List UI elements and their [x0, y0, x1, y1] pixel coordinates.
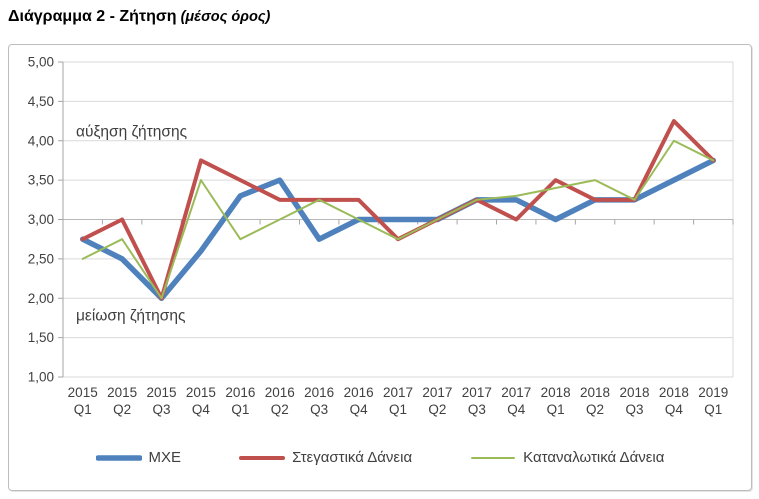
x-axis-label-quarter: Q2	[271, 402, 289, 417]
x-axis-label-quarter: Q3	[310, 402, 328, 417]
x-axis-label-year: 2016	[225, 385, 255, 400]
x-axis-label-quarter: Q1	[389, 402, 407, 417]
page-title: Διάγραμμα 2 - Ζήτηση (μέσος όρος)	[8, 8, 270, 26]
y-axis-label: 4,50	[28, 94, 54, 109]
x-axis-label-quarter: Q3	[625, 402, 643, 417]
chart-legend: ΜΧΕ Στεγαστικά Δάνεια Καταναλωτικά Δάνει…	[9, 449, 751, 466]
legend-line-swatch-icon	[471, 456, 516, 459]
y-axis-label: 3,00	[28, 212, 54, 227]
legend-item-stegastika: Στεγαστικά Δάνεια	[239, 449, 412, 466]
x-axis-label-year: 2015	[186, 385, 216, 400]
legend-label: ΜΧΕ	[148, 449, 182, 466]
legend-item-katanalotika: Καταναλωτικά Δάνεια	[470, 449, 664, 466]
y-axis-label: 2,50	[28, 251, 54, 266]
x-axis-label-year: 2016	[344, 385, 374, 400]
x-axis-label-year: 2018	[580, 385, 610, 400]
y-axis-label: 3,50	[28, 173, 54, 188]
x-axis-label-quarter: Q3	[153, 402, 171, 417]
x-axis-label-year: 2017	[462, 385, 492, 400]
x-axis-label-year: 2015	[68, 385, 98, 400]
x-axis-label-year: 2018	[659, 385, 689, 400]
x-axis-label-quarter: Q4	[192, 402, 211, 417]
plot-annotation: μείωση ζήτησης	[76, 308, 185, 325]
page-title-subtitle: (μέσος όρος)	[180, 9, 271, 25]
x-axis-label-year: 2019	[698, 385, 728, 400]
x-axis-label-quarter: Q1	[231, 402, 249, 417]
x-axis-label-year: 2018	[541, 385, 571, 400]
x-axis-label-quarter: Q1	[547, 402, 565, 417]
y-axis-label: 5,00	[28, 55, 54, 70]
chart-frame: 5,00 4,50 4,00 3,50 3,00 2,50 2,00 1,50 1,00 2015…	[8, 44, 752, 491]
legend-line-swatch-icon	[239, 455, 286, 460]
y-axis-label: 2,00	[28, 291, 54, 306]
x-axis-label-quarter: Q4	[350, 402, 369, 417]
y-axis-label: 1,50	[28, 330, 54, 345]
y-axis-label: 1,00	[28, 370, 54, 385]
x-axis-label-year: 2016	[265, 385, 295, 400]
x-axis-label-quarter: Q4	[507, 402, 526, 417]
chart-canvas: 5,00 4,50 4,00 3,50 3,00 2,50 2,00 1,50 1,00 2015…	[28, 55, 734, 417]
y-axis-label: 4,00	[28, 133, 54, 148]
x-axis-label-quarter: Q1	[74, 402, 92, 417]
x-axis-label-year: 2015	[107, 385, 137, 400]
legend-label: Καταναλωτικά Δάνεια	[523, 449, 665, 466]
page-title-main: Διάγραμμα 2 - Ζήτηση	[8, 8, 177, 25]
plot-annotation: αύξηση ζήτησης	[76, 123, 187, 140]
x-axis-label-quarter: Q2	[113, 402, 131, 417]
x-axis-label-year: 2018	[619, 385, 649, 400]
x-axis-label-quarter: Q1	[704, 402, 722, 417]
x-axis-label-year: 2017	[501, 385, 531, 400]
x-axis-label-quarter: Q4	[665, 402, 684, 417]
legend-label: Στεγαστικά Δάνεια	[292, 449, 413, 466]
x-axis-label-year: 2015	[147, 385, 177, 400]
x-axis-label-year: 2017	[422, 385, 452, 400]
x-axis-label-quarter: Q2	[428, 402, 446, 417]
x-axis-label-quarter: Q3	[468, 402, 486, 417]
legend-line-swatch-icon	[95, 454, 142, 461]
legend-item-mxe: ΜΧΕ	[95, 449, 182, 466]
series-line-ΜΧΕ	[79, 157, 717, 301]
x-axis-label-year: 2016	[304, 385, 334, 400]
series-line-Στεγαστικά Δάνεια	[80, 119, 716, 301]
x-axis-label-quarter: Q2	[586, 402, 604, 417]
series-line-Καταναλωτικά Δάνεια	[81, 139, 715, 300]
x-axis-label-year: 2017	[383, 385, 413, 400]
